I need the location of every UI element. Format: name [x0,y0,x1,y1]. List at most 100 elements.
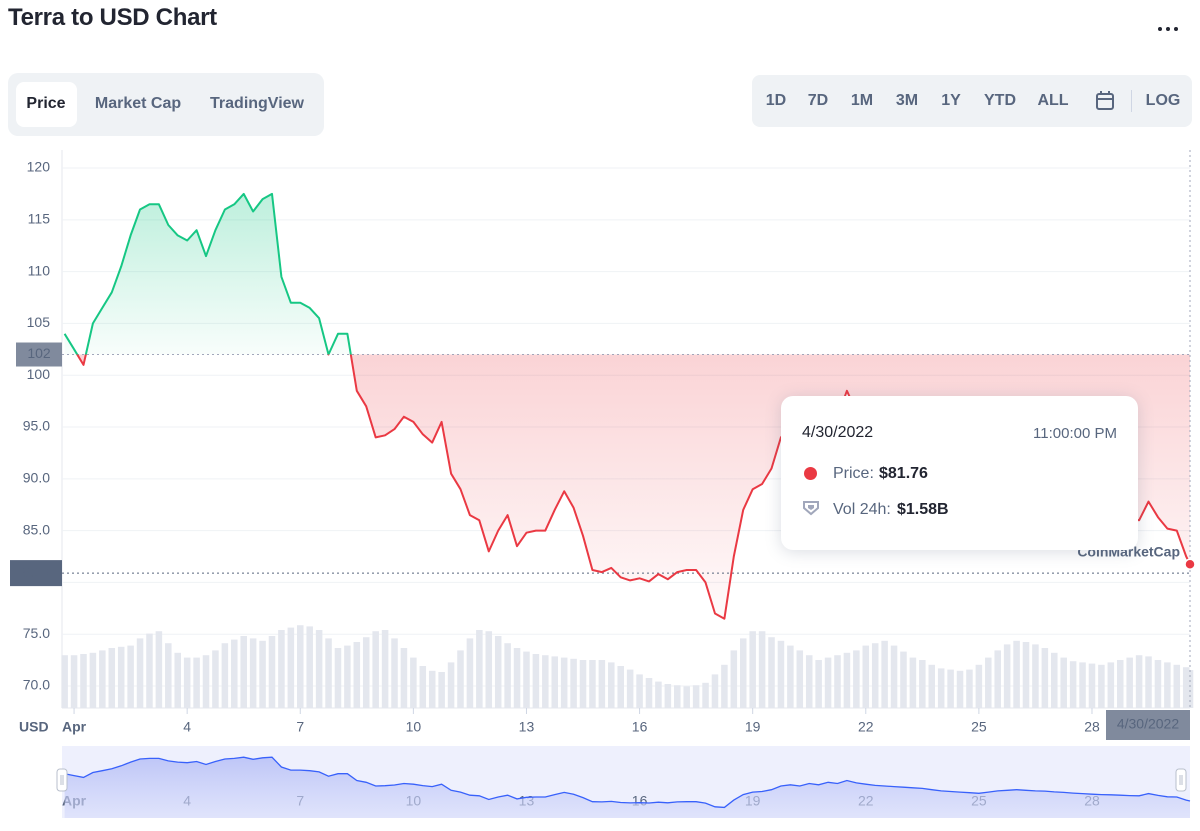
volume-bar [268,636,276,708]
price-area [64,193,1191,619]
log-toggle[interactable]: LOG [1145,92,1181,109]
volume-bar [438,672,445,708]
volume-bar [466,638,474,708]
volume-bar [362,637,370,708]
volume-bar [155,631,163,708]
volume-bar [174,652,182,708]
x-tick-label: Apr [62,719,87,735]
volume-bar [994,650,1001,708]
x-tick-label: 13 [519,719,535,735]
range-button[interactable]: 1M [850,92,874,109]
volume-icon [803,501,819,516]
volume-bar [570,658,577,708]
volume-bar [947,669,954,708]
volume-bar [165,643,172,708]
volume-bar [909,657,917,708]
volume-bar [476,630,483,708]
volume-bar [513,648,521,708]
volume-bar [758,631,766,708]
x-tick-label: 19 [745,719,761,735]
volume-bar [966,669,973,708]
x-tick-label: 22 [858,719,874,735]
volume-bar [900,651,907,708]
more-menu[interactable] [1156,24,1180,34]
volume-bar [1041,648,1049,708]
volume-bar [485,631,493,708]
volume-bar [231,639,238,708]
x-tick-label: 28 [1084,719,1100,735]
volume-bar [711,674,719,708]
volume-bar [306,626,313,708]
tab[interactable]: Market Cap [94,95,182,112]
volume-bar [504,643,511,708]
volume-bar [1098,664,1105,708]
volume-bar [344,645,351,708]
volume-bar [824,657,832,708]
volume-bar [146,633,153,708]
volume-bar [664,684,672,708]
volume-bar [1079,662,1086,708]
volume-label: Vol 24h: [833,501,891,518]
volume-bar [674,685,681,708]
tab[interactable]: Price [26,95,66,112]
volume-bar [297,625,304,708]
range-button[interactable]: 3M [895,92,919,109]
crosshair-date-box [1106,710,1190,740]
volume-bar [315,630,323,708]
volume-bar [1060,657,1067,708]
tooltip: 4/30/2022 11:00:00 PM Price: $81.76 Vol … [781,396,1138,550]
volume-bar [617,666,624,708]
volume-bar [815,660,822,708]
range-button[interactable]: 1D [765,92,787,109]
range-button[interactable]: ALL [1037,92,1069,109]
volume-bar [70,655,78,708]
volume-bar [1164,662,1171,708]
price-label: Price: [833,465,874,482]
volume-bar [579,660,587,708]
active-tab-background [16,82,77,127]
volume-bar [645,678,653,708]
navigator-handle-left[interactable] [56,768,68,792]
volume-bar [221,643,229,708]
volume-bar [1145,656,1152,708]
volume-bar [626,669,634,708]
volume-bar [1126,657,1133,708]
volume-bar [560,657,568,708]
volume-bar [334,648,342,708]
divider [1131,90,1132,112]
volume-bar [598,660,606,708]
volume-bar [551,656,559,708]
volume-bar [80,654,87,708]
range-button[interactable]: YTD [984,92,1016,109]
tab[interactable]: TradingView [210,95,304,112]
y-tick-label: 115 [28,211,51,227]
y-tick-label: 120 [27,159,51,175]
calendar-icon[interactable] [1095,90,1115,112]
volume-bar [683,686,690,708]
volume-bar [202,655,210,708]
volume-bar [749,631,756,708]
volume-bar [919,660,926,708]
y-axis-label: USD [19,719,49,735]
volume-bar [532,654,540,708]
navigator-handle-right[interactable] [1175,768,1187,792]
crosshair-date-label: 4/30/2022 [1117,716,1179,732]
volume-bar [853,650,860,708]
volume-bar [956,670,964,708]
volume-bar [212,650,219,708]
volume-bar [542,655,549,708]
volume-bar [721,664,728,708]
volume-bar [985,657,992,708]
volume-bar [608,662,615,708]
volume-bar [655,681,662,708]
volume-bar [805,655,813,708]
range-button[interactable]: 7D [807,92,829,109]
volume-bar [287,627,295,708]
volume-bar [136,638,144,708]
volume-bar [692,685,700,708]
volume-bar [1088,663,1096,708]
volume-bar [400,648,408,708]
range-button[interactable]: 1Y [941,92,961,109]
